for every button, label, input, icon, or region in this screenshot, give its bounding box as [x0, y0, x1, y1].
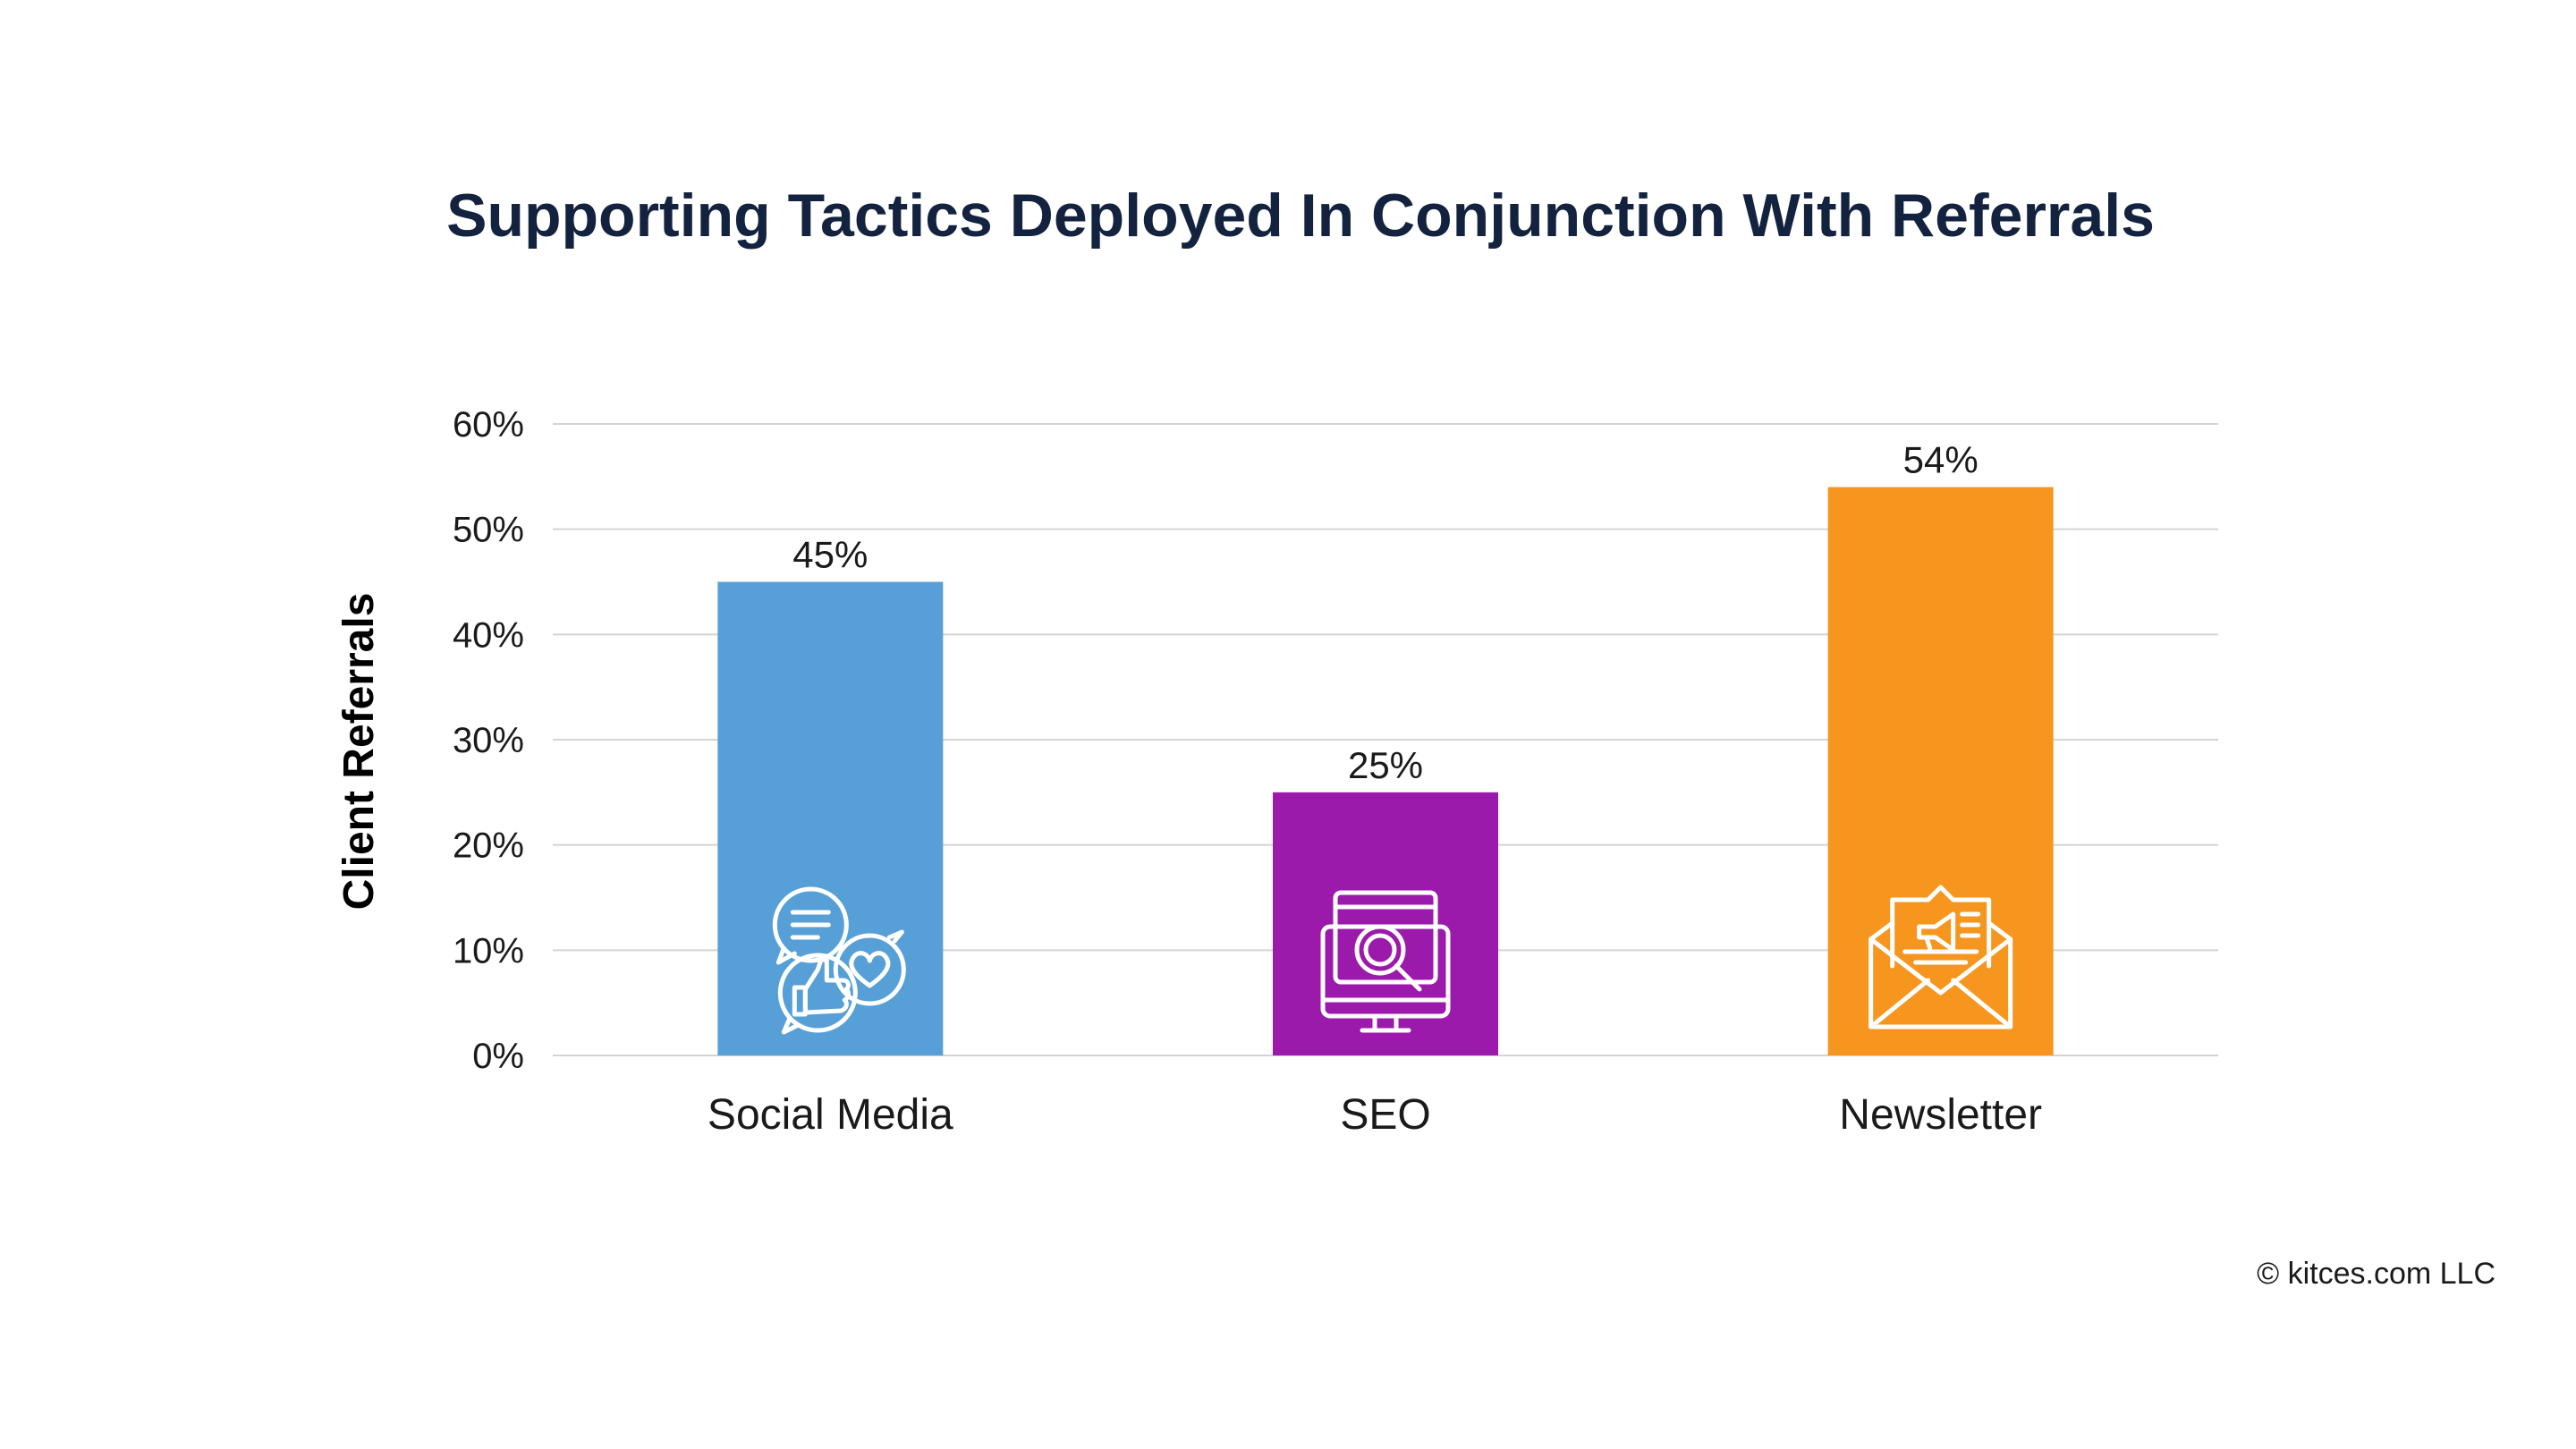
- y-tick-label: 40%: [453, 615, 524, 655]
- copyright-credit: © kitces.com LLC: [2257, 1257, 2496, 1291]
- y-axis-label: Client Referrals: [335, 593, 383, 911]
- y-tick-label: 10%: [453, 931, 524, 970]
- y-axis-ticks: 0% 10% 20% 30% 40% 50% 60%: [453, 405, 524, 1076]
- x-category-label: Social Media: [708, 1091, 953, 1139]
- value-labels: 45% 25% 54%: [792, 439, 1978, 786]
- y-tick-label: 60%: [453, 405, 524, 445]
- y-tick-label: 0%: [472, 1037, 524, 1076]
- value-label: 25%: [1348, 744, 1423, 786]
- chart-title: Supporting Tactics Deployed In Conjuncti…: [446, 182, 2155, 250]
- x-category-label: Newsletter: [1839, 1091, 2042, 1139]
- value-label: 54%: [1903, 439, 1979, 481]
- bar-seo: [1273, 792, 1498, 1055]
- y-tick-label: 30%: [453, 721, 524, 760]
- y-tick-label: 20%: [453, 826, 524, 866]
- bar-newsletter: [1827, 487, 2054, 1055]
- x-category-label: SEO: [1340, 1091, 1430, 1139]
- value-label: 45%: [792, 534, 868, 576]
- bar-social-media: [717, 581, 944, 1055]
- x-axis-categories: Social Media SEO Newsletter: [708, 1091, 2042, 1139]
- y-tick-label: 50%: [453, 511, 524, 550]
